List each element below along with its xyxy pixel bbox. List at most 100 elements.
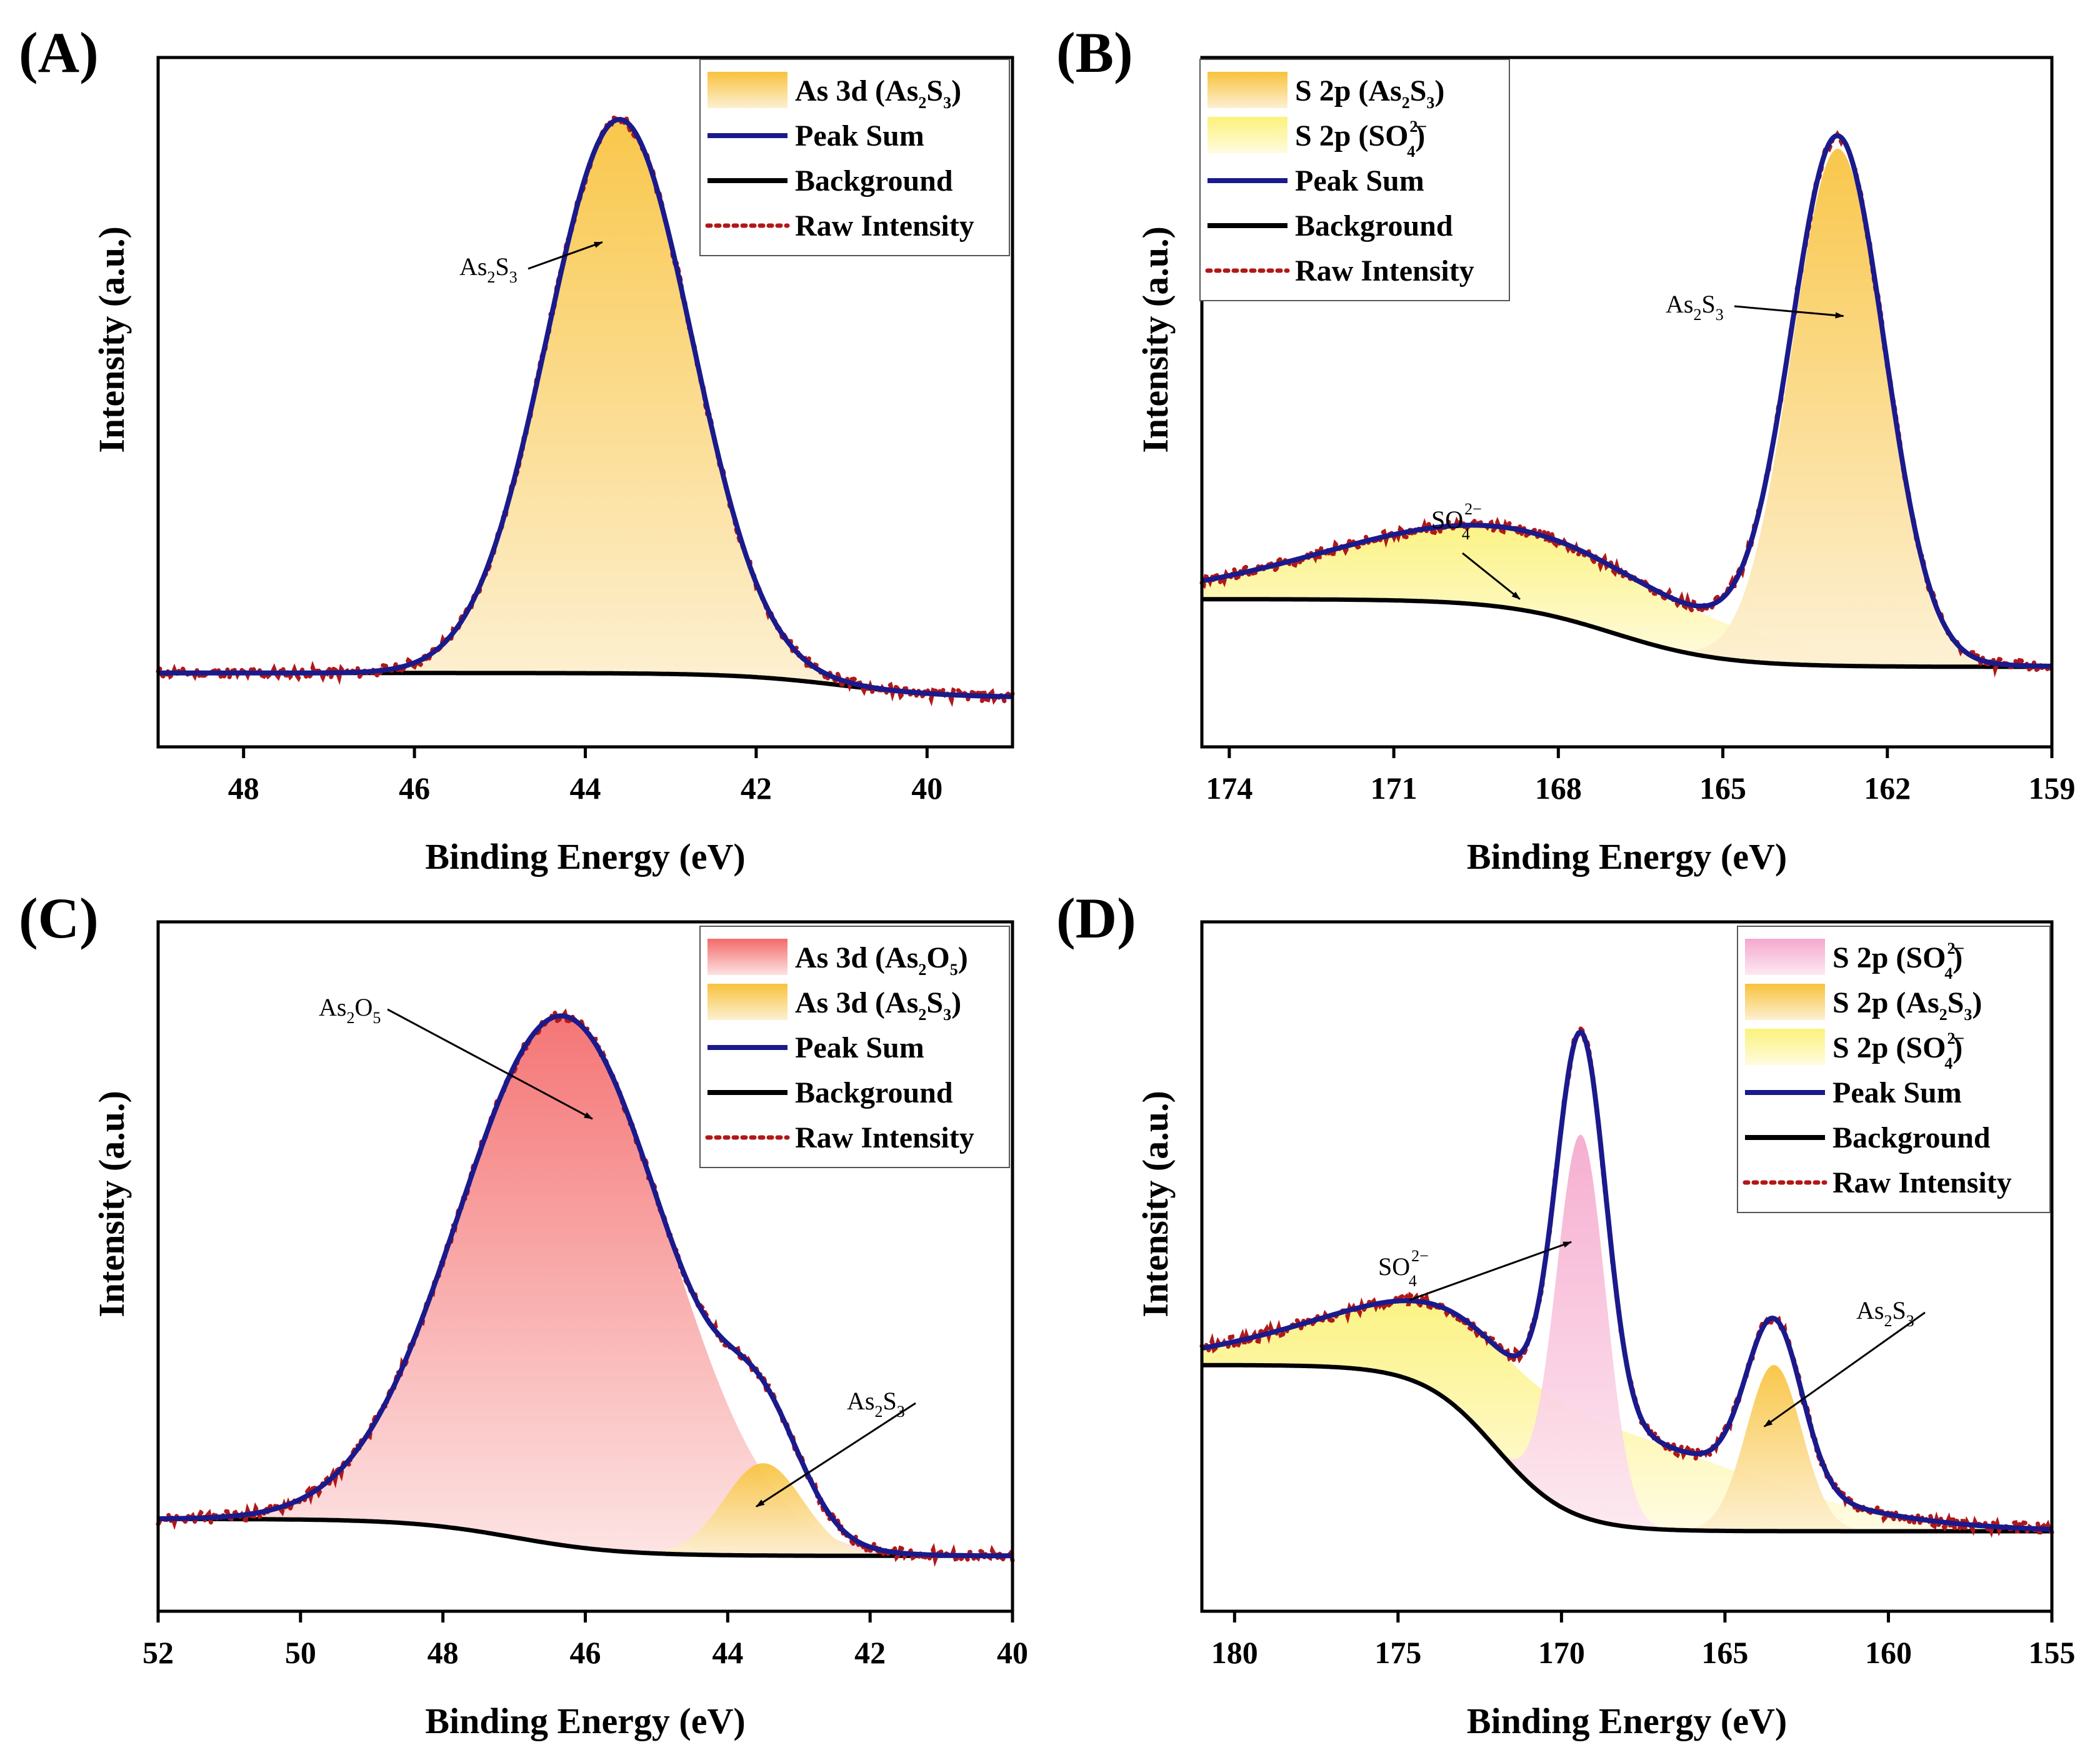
legend-swatch [708,939,788,975]
legend-entry: Peak Sum​ [1832,1076,1962,1109]
component-fill-2 [158,1463,1012,1556]
panel-label: (D) [1056,886,1136,950]
legend-entry: Background​ [795,164,953,198]
panel-label: (A) [19,21,99,84]
x-tick-label: 40 [997,1635,1028,1670]
annotation-arrow [387,1008,593,1120]
x-axis-title: Binding Energy (eV) [1467,836,1787,877]
y-axis-title: Intensity (a.u.) [1135,1091,1176,1318]
legend-entry: S 2p (As2S3​) [1832,986,1982,1024]
x-tick-label: 44 [570,771,601,806]
legend-entry: Peak Sum​ [1295,164,1424,198]
x-tick-label: 168 [1535,771,1582,806]
legend-entry: Raw Intensity​ [795,209,974,242]
x-tick-label: 162 [1864,771,1911,806]
x-tick-label: 52 [142,1635,174,1670]
legend-entry: Raw Intensity​ [1295,254,1474,288]
annotation-label: As2O5​ [319,993,381,1027]
legend-swatch [1745,984,1825,1020]
component-fill-1 [158,119,1012,697]
legend-swatch [1745,939,1825,975]
y-axis-title: Intensity (a.u.) [1135,226,1176,453]
x-tick-label: 44 [712,1635,743,1670]
peak-sum-line [158,117,1013,699]
legend: As 3d (As2O5​) As 3d (As2S3​) Peak Sum​ Bac… [699,926,1010,1168]
annotation-arrow [1763,1311,1926,1428]
legend: S 2p (SO2−4​) S 2p (As2S3​) S 2p (SO2−4​) P… [1737,926,2051,1213]
x-tick-label: 48 [428,1635,459,1670]
x-tick-label: 174 [1206,771,1252,806]
legend-entry: Raw Intensity​ [1832,1166,2012,1199]
annotation-label: As2S3​ [459,252,518,286]
background-line [158,1516,1012,1558]
x-tick-label: 46 [570,1635,601,1670]
y-axis-title: Intensity (a.u.) [91,1091,132,1318]
peak-annotation: As2S3​ [756,1387,916,1508]
x-tick-label: 180 [1211,1635,1258,1670]
plot-frame [1200,920,2054,1613]
annotation-label: SO2−4​ [1431,500,1482,543]
annotation-label: As2S3​ [1856,1296,1914,1330]
legend-swatch [1208,72,1288,108]
peak-sum-line [158,1013,1012,1559]
x-tick-label: 175 [1374,1635,1421,1670]
legend-entry: Raw Intensity​ [795,1121,974,1154]
x-tick-label: 159 [2029,771,2076,806]
peak-annotation: As2O5​ [319,993,593,1120]
x-tick-label: 170 [1538,1635,1585,1670]
x-tick-label: 42 [854,1635,886,1670]
x-tick-label: 165 [1699,771,1746,806]
annotation-arrow [528,241,603,270]
peak-annotation: As2S3​ [1666,290,1844,324]
peak-annotation: As2S3​ [459,241,603,286]
x-tick-label: 50 [285,1635,316,1670]
x-tick-label: 40 [911,771,942,806]
panel-a: 48 46 44 42 40 Binding Energy (eV) Intensity (… [19,21,1015,877]
annotation-arrow [1409,1241,1572,1301]
y-axis-title: Intensity (a.u.) [91,226,132,453]
panel-b: 174 171 168 165 162 159 Binding Energy (eV) Int… [1056,21,2076,877]
legend-entry: Background​ [795,1076,953,1109]
legend-entry: S 2p (As2S3​) [1295,74,1444,112]
x-axis-title: Binding Energy (eV) [1467,1701,1787,1741]
x-axis-title: Binding Energy (eV) [425,836,745,877]
annotation-arrow [1734,305,1844,319]
legend-entry: Peak Sum​ [795,119,924,152]
component-fill-1 [1202,1301,2052,1531]
peak-sum-line [1201,1029,2052,1532]
legend-entry: S 2p (SO2−4​) [1832,1029,1964,1072]
x-tick-label: 48 [228,771,259,806]
legend: As 3d (As2S3​) Peak Sum​ Background​ Raw In… [699,59,1010,256]
component-fill-1 [1202,525,2052,667]
legend-entry: S 2p (SO2−4​) [1832,939,1964,982]
peak-annotation: As2S3​ [1763,1296,1926,1428]
x-tick-label: 46 [399,771,430,806]
panel-d: 180 175 170 165 160 155 Binding Energy (eV) Int… [1056,886,2076,1741]
annotation-arrow [1462,552,1521,600]
panel-label: (B) [1056,21,1133,84]
panel-label: (C) [19,886,99,950]
background-line [1202,597,2052,669]
legend-entry: As 3d (As2S3​) [795,986,961,1024]
component-fill-2 [1202,149,2052,667]
background-line [1202,1362,2052,1534]
x-tick-label: 165 [1701,1635,1748,1670]
legend-swatch [1745,1029,1825,1065]
legend: S 2p (As2S3​) S 2p (SO2−4​)Peak Sum​ Backg… [1199,59,1510,301]
x-tick-label: 160 [1865,1635,1912,1670]
component-fill-1 [158,1016,1012,1556]
plot-frame [1200,56,2054,749]
legend-entry: As 3d (As2O5​) [795,941,968,979]
legend-entry: Background​ [1832,1121,1991,1154]
annotation-label: As2S3​ [1666,290,1724,324]
peak-sum-line [1201,132,2052,669]
annotation-arrow [756,1402,916,1508]
peak-annotation: SO2−4​ [1378,1241,1572,1301]
legend-entry: S 2p (SO2−4​) [1295,118,1427,161]
x-tick-label: 171 [1371,771,1418,806]
legend-entry: Background​ [1295,209,1453,242]
x-tick-label: 42 [741,771,772,806]
legend-entry: As 3d (As2S3​) [795,74,961,112]
peak-annotation: SO2−4​ [1431,500,1521,600]
